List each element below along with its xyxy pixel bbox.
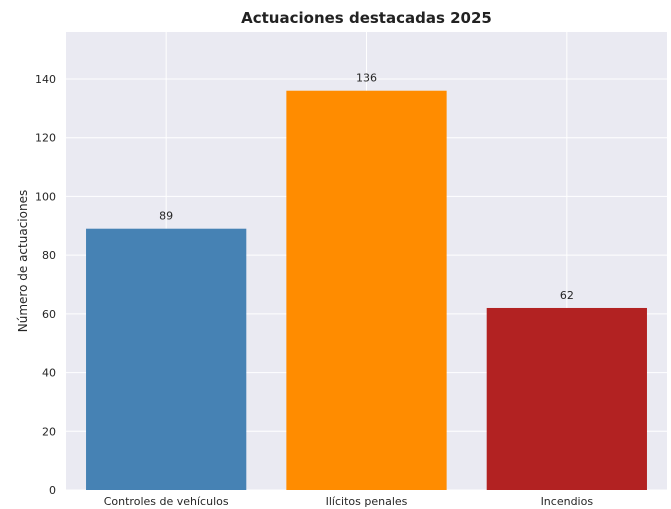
data-label: 89 — [159, 210, 173, 223]
data-labels: 89 136 62 — [159, 72, 574, 302]
x-axis-ticks: Controles de vehículos Ilícitos penales In… — [104, 495, 594, 508]
y-axis-label: Número de actuaciones — [16, 190, 30, 332]
bar — [486, 307, 647, 490]
y-tick-label: 0 — [49, 484, 56, 497]
y-tick-label: 60 — [42, 308, 56, 321]
x-tick-label: Controles de vehículos — [104, 495, 229, 508]
data-label: 62 — [560, 289, 574, 302]
chart-title: Actuaciones destacadas 2025 — [241, 9, 492, 27]
bars — [86, 90, 647, 490]
y-tick-label: 120 — [35, 132, 56, 145]
y-tick-label: 80 — [42, 249, 56, 262]
y-tick-label: 100 — [35, 190, 56, 203]
y-tick-label: 140 — [35, 73, 56, 86]
data-label: 136 — [356, 72, 377, 85]
y-axis-ticks: 0 20 40 60 80 100 120 140 — [35, 73, 56, 497]
x-tick-label: Incendios — [541, 495, 594, 508]
x-tick-label: Ilícitos penales — [326, 495, 408, 508]
bar — [86, 228, 247, 490]
y-tick-label: 20 — [42, 425, 56, 438]
bar — [286, 90, 447, 490]
y-tick-label: 40 — [42, 367, 56, 380]
